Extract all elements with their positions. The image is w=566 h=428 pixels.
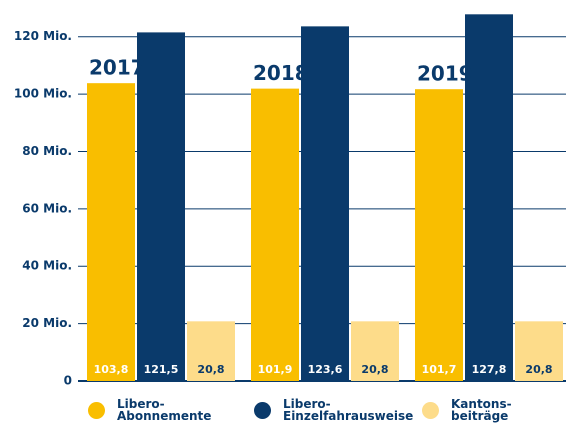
category-label: 2017 bbox=[89, 56, 145, 80]
legend-swatch bbox=[254, 402, 271, 419]
legend-label: Libero-Einzelfahrausweise bbox=[283, 397, 414, 423]
legend-item: Libero-Abonnemente bbox=[88, 398, 238, 422]
bar bbox=[187, 321, 235, 381]
value-label: 20,8 bbox=[525, 363, 552, 376]
value-label: 103,8 bbox=[94, 363, 129, 376]
category-label: 2018 bbox=[253, 61, 309, 85]
bar bbox=[251, 88, 299, 382]
value-label: 127,8 bbox=[472, 363, 507, 376]
legend-item: Kantons­beiträge bbox=[422, 398, 532, 422]
category-label: 2019 bbox=[417, 62, 473, 86]
bar bbox=[87, 83, 135, 382]
legend-swatch bbox=[88, 402, 105, 419]
value-label: 20,8 bbox=[197, 363, 224, 376]
value-label: 101,9 bbox=[258, 363, 293, 376]
chart: 0 20 Mio. 40 Mio. 60 Mio. 80 Mio. 100 Mio. 120… bbox=[14, 14, 566, 388]
bar bbox=[465, 14, 513, 381]
bar bbox=[351, 321, 399, 381]
legend-swatch bbox=[422, 402, 439, 419]
y-tick-label: 20 Mio. bbox=[22, 316, 72, 330]
bar bbox=[515, 321, 563, 381]
legend-label: Kantons­beiträge bbox=[451, 397, 512, 423]
y-tick-label: 80 Mio. bbox=[22, 144, 72, 158]
y-tick-label: 40 Mio. bbox=[22, 259, 72, 273]
y-tick-label: 120 Mio. bbox=[14, 29, 72, 43]
value-label: 20,8 bbox=[361, 363, 388, 376]
bar bbox=[415, 89, 463, 382]
value-label: 121,5 bbox=[144, 363, 179, 376]
value-label: 101,7 bbox=[422, 363, 457, 376]
y-tick-label: 0 bbox=[64, 374, 72, 388]
legend-label: Libero-Abonnemente bbox=[117, 397, 212, 423]
y-tick-label: 60 Mio. bbox=[22, 201, 72, 215]
y-tick-label: 100 Mio. bbox=[14, 87, 72, 101]
bar bbox=[137, 32, 185, 382]
legend-item: Libero-Einzelfahrausweise bbox=[254, 398, 434, 422]
value-label: 123,6 bbox=[308, 363, 343, 376]
bar bbox=[301, 26, 349, 382]
